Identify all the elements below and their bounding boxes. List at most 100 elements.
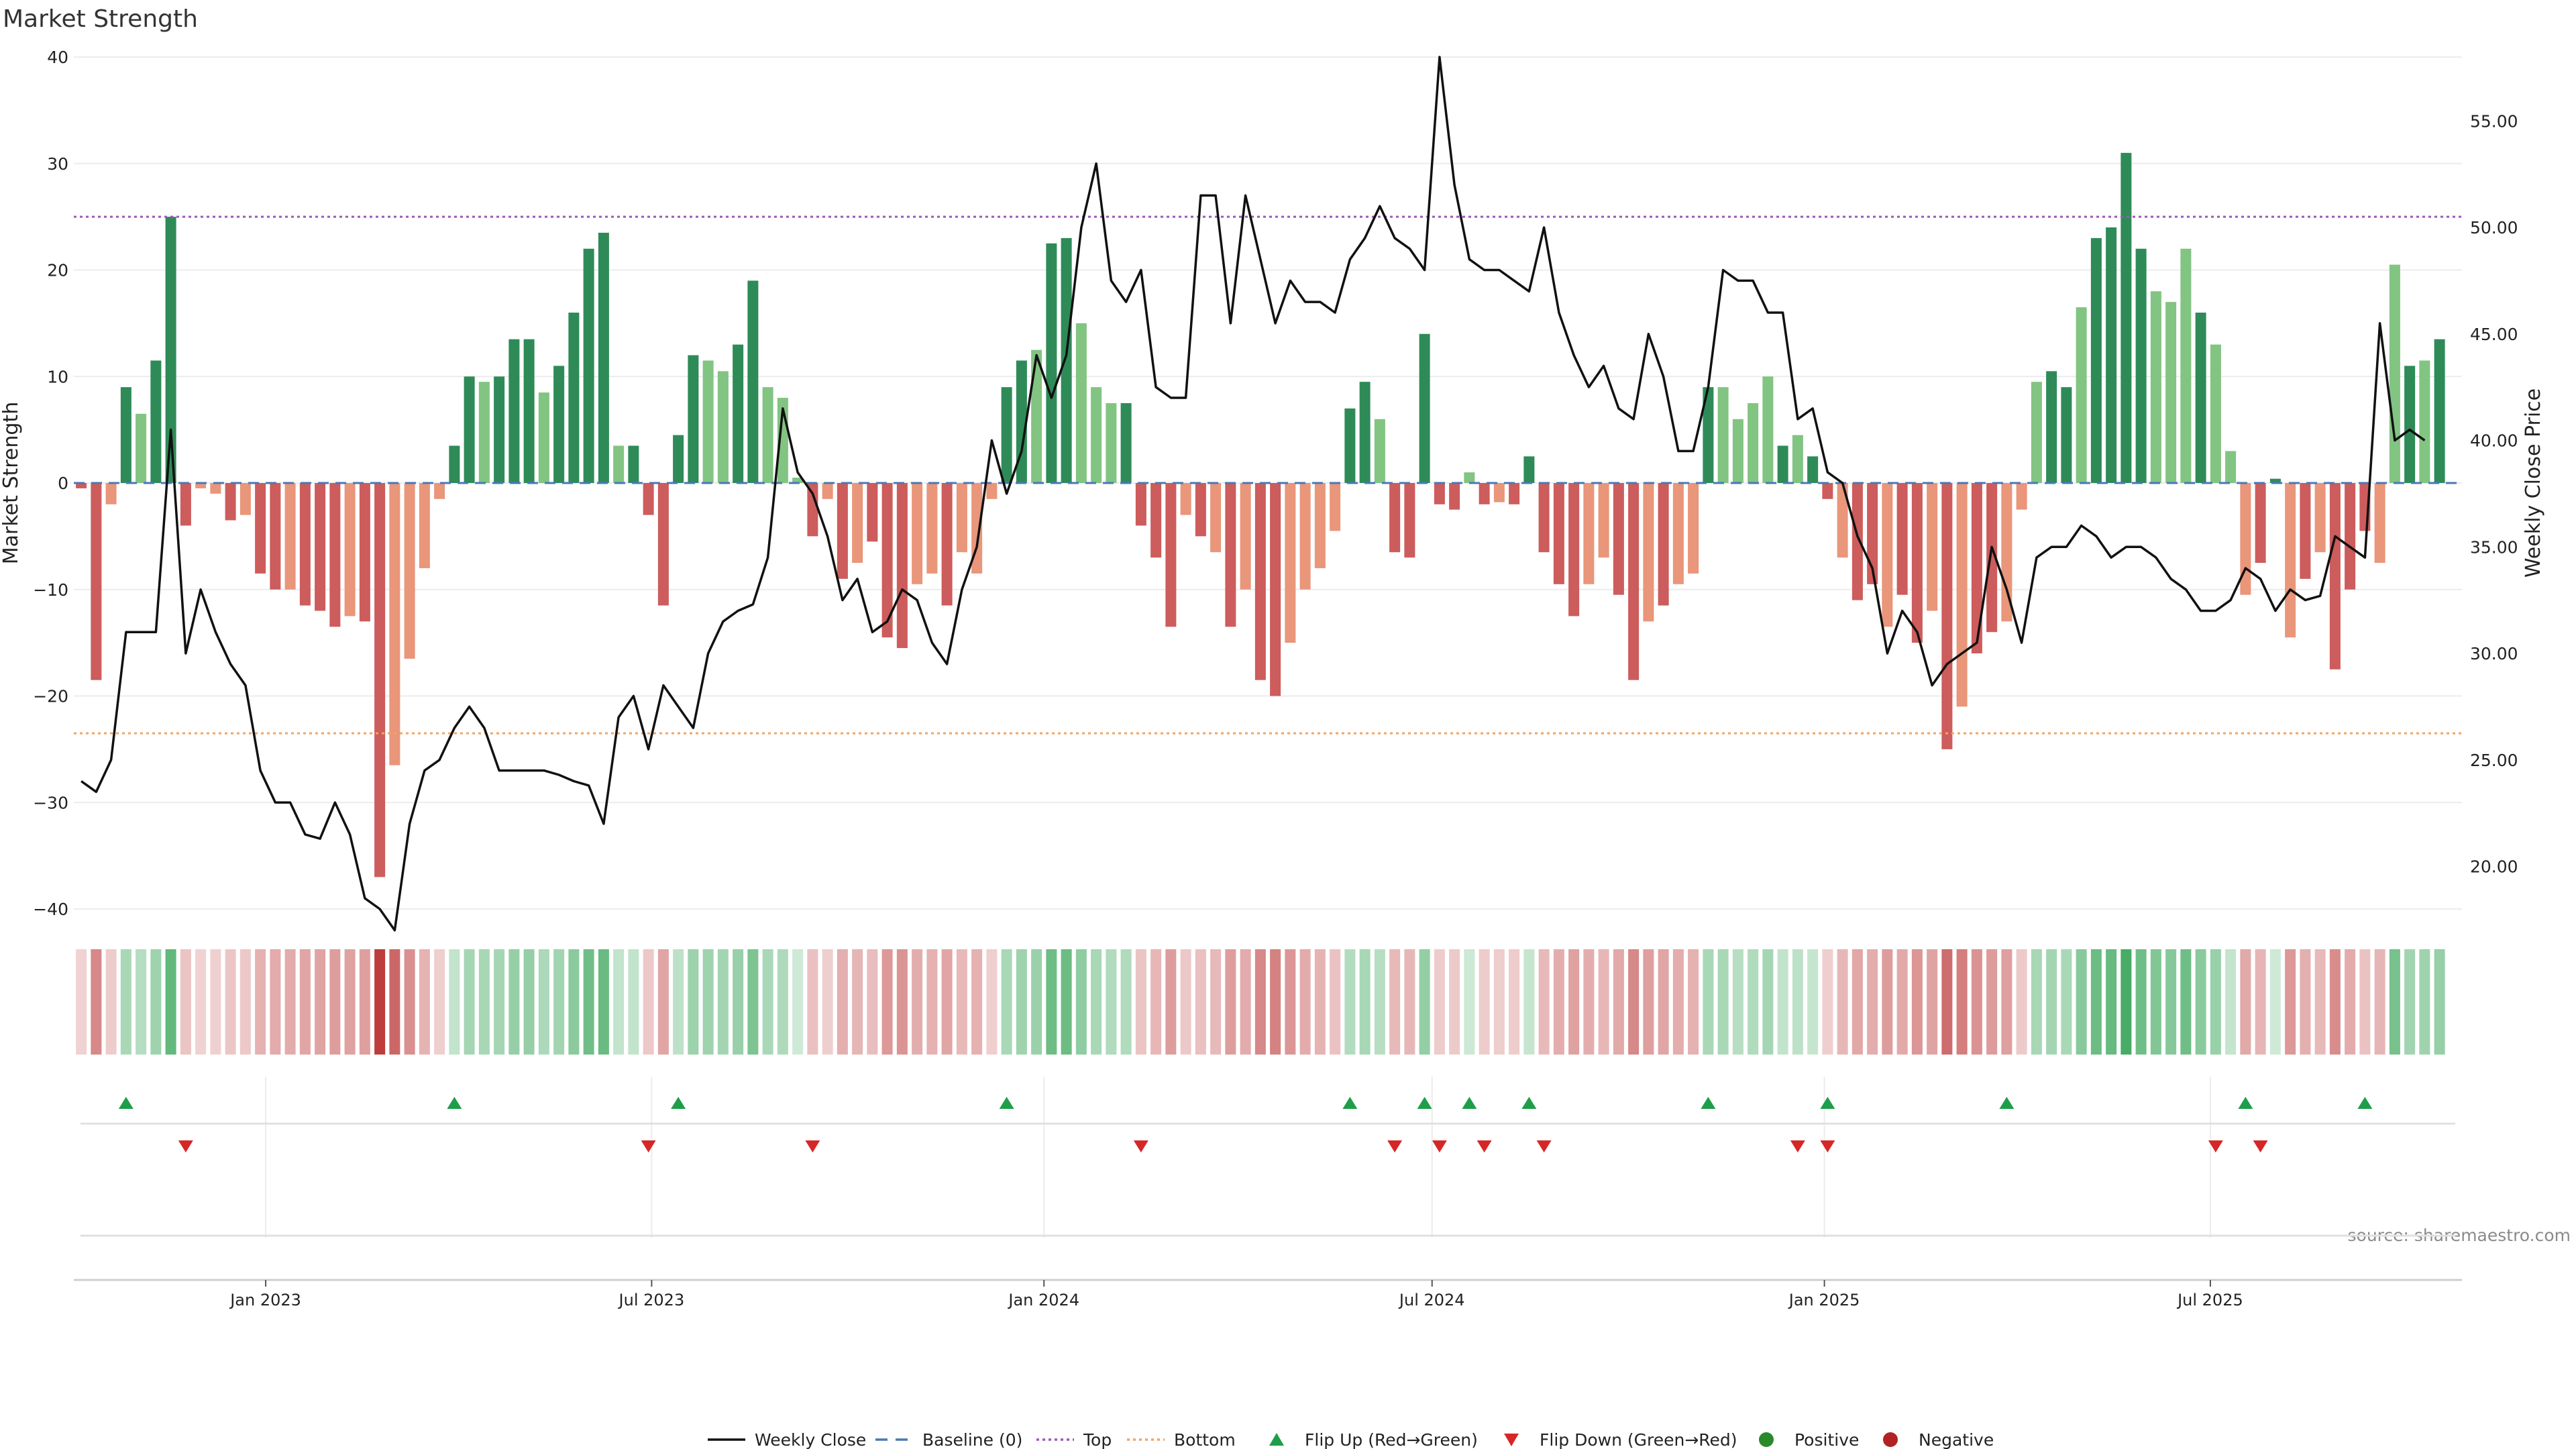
negative-strength-bar	[1404, 483, 1415, 558]
y2-tick-label: 35.00	[2470, 537, 2518, 557]
flip-down-marker	[2253, 1140, 2268, 1152]
heat-cell	[1449, 949, 1460, 1055]
heat-cell	[1493, 949, 1505, 1055]
heat-cell	[583, 949, 594, 1055]
flip-down-marker	[805, 1140, 820, 1152]
legend-label: Positive	[1794, 1430, 1859, 1449]
y-axis-label: Market Strength	[0, 402, 23, 564]
heat-cell	[568, 949, 580, 1055]
heat-cell	[449, 949, 460, 1055]
negative-strength-bar	[329, 483, 341, 627]
negative-strength-bar	[867, 483, 878, 542]
positive-strength-bar	[553, 366, 565, 483]
positive-strength-bar	[508, 339, 520, 483]
negative-strength-bar	[807, 483, 818, 537]
heat-cell	[1404, 949, 1415, 1055]
y-tick-label: 10	[47, 367, 68, 386]
positive-strength-bar	[2225, 451, 2237, 483]
heat-cell	[2255, 949, 2266, 1055]
heat-cell	[598, 949, 609, 1055]
heat-cell	[1314, 949, 1326, 1055]
flip-markers	[80, 1097, 2455, 1237]
heat-cell	[762, 949, 773, 1055]
negative-strength-bar	[195, 483, 207, 488]
y2-tick-label: 20.00	[2470, 857, 2518, 877]
chart-title: Market Strength	[3, 5, 198, 33]
negative-strength-bar	[1389, 483, 1401, 553]
heat-cell	[1971, 949, 1982, 1055]
legend-item-positive: Positive	[1759, 1430, 1859, 1449]
flip-up-marker	[2357, 1097, 2373, 1109]
legend-label: Flip Up (Red→Green)	[1305, 1430, 1478, 1449]
heat-cell	[1106, 949, 1117, 1055]
positive-strength-bar	[1120, 402, 1132, 483]
heat-cell	[2150, 949, 2161, 1055]
positive-strength-bar	[464, 376, 475, 483]
heat-cell	[2061, 949, 2072, 1055]
negative-strength-bar	[643, 483, 654, 515]
legend-label: Weekly Close	[755, 1430, 866, 1449]
flip-down-marker	[1820, 1140, 1835, 1152]
positive-strength-bar	[2180, 248, 2192, 483]
heat-cell	[926, 949, 938, 1055]
flip-down-marker	[1477, 1140, 1492, 1152]
heat-cell	[1822, 949, 1833, 1055]
negative-strength-bar	[344, 483, 356, 616]
positive-strength-bar	[2434, 339, 2445, 483]
heat-cell	[255, 949, 266, 1055]
negative-strength-bar	[912, 483, 923, 584]
negative-strength-bar	[374, 483, 386, 877]
negative-strength-bar	[1225, 483, 1236, 627]
heat-cell	[1837, 949, 1848, 1055]
heat-cell	[1046, 949, 1057, 1055]
heat-cell	[1001, 949, 1012, 1055]
heat-cell	[628, 949, 639, 1055]
legend-swatch	[1504, 1434, 1519, 1446]
heat-cell	[1672, 949, 1684, 1055]
heat-cell	[1762, 949, 1774, 1055]
heat-cell	[508, 949, 520, 1055]
heat-cell	[881, 949, 893, 1055]
positive-strength-bar	[1046, 243, 1057, 483]
negative-strength-bar	[76, 483, 87, 488]
heat-cell	[956, 949, 967, 1055]
legend-item-top: Top	[1036, 1430, 1112, 1449]
heat-cell	[1434, 949, 1445, 1055]
heat-cell	[1732, 949, 1743, 1055]
heat-cell	[284, 949, 296, 1055]
positive-strength-bar	[2165, 302, 2177, 483]
negative-strength-bar	[1672, 483, 1684, 584]
date-tick-label: Jul 2024	[1398, 1291, 1465, 1309]
heat-cell	[1210, 949, 1222, 1055]
flip-up-marker	[1417, 1097, 1432, 1109]
date-tick-label: Jul 2023	[618, 1291, 685, 1309]
negative-strength-bar	[941, 483, 953, 606]
negative-strength-bar	[2001, 483, 2012, 622]
legend-swatch	[1269, 1433, 1284, 1446]
heat-cell	[2001, 949, 2012, 1055]
negative-strength-bar	[270, 483, 281, 590]
negative-strength-bar	[1299, 483, 1311, 590]
heat-cell	[1120, 949, 1132, 1055]
negative-strength-bar	[1449, 483, 1460, 510]
date-axis: Jan 2023 Jul 2023 Jan 2024 Jul 2024 Jan 2025…	[74, 1279, 2462, 1309]
negative-strength-bar	[1688, 483, 1699, 574]
heat-cell	[807, 949, 818, 1055]
heat-cell	[136, 949, 147, 1055]
y2-tick-label: 55.00	[2470, 111, 2518, 131]
positive-strength-bar	[792, 478, 804, 483]
heat-cell	[2240, 949, 2251, 1055]
negative-strength-bar	[284, 483, 296, 590]
flip-up-marker	[1999, 1097, 2015, 1109]
flip-down-marker	[1133, 1140, 1148, 1152]
negative-strength-bar	[1509, 483, 1520, 504]
negative-strength-bar	[837, 483, 848, 579]
positive-strength-bar	[136, 413, 147, 483]
negative-strength-bar	[1643, 483, 1654, 622]
positive-strength-bar	[688, 355, 699, 483]
positive-strength-bar	[2269, 478, 2281, 483]
flip-up-marker	[1701, 1097, 1716, 1109]
negative-strength-bar	[1568, 483, 1580, 616]
positive-strength-bar	[1523, 456, 1535, 483]
negative-strength-bar	[2329, 483, 2341, 669]
